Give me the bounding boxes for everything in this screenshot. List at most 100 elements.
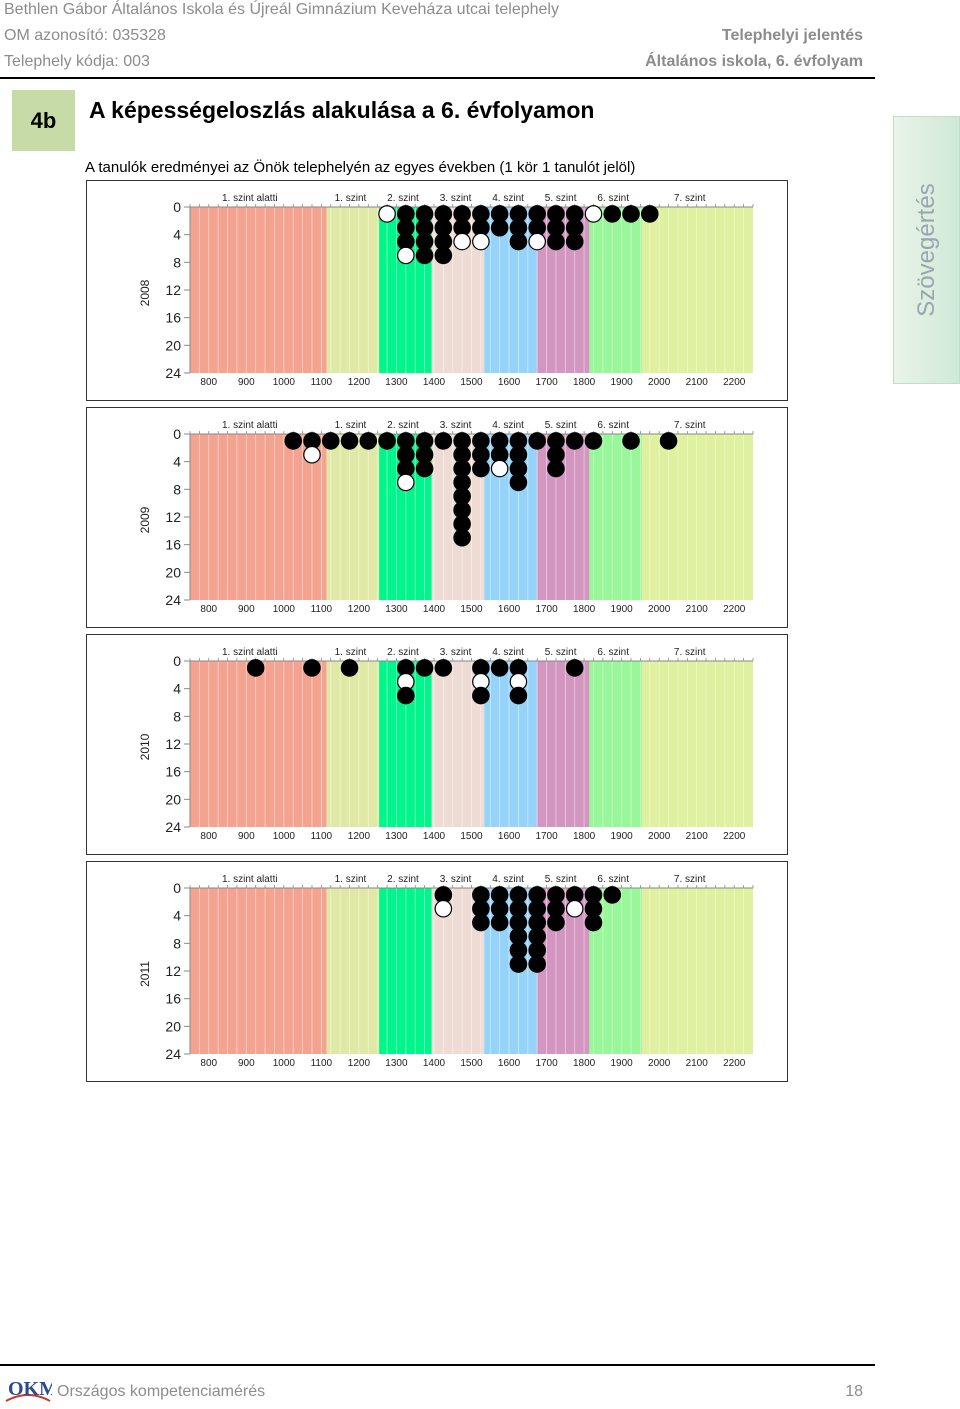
student-dot <box>397 473 415 492</box>
student-dot <box>603 205 622 223</box>
level-band <box>589 207 642 373</box>
level-label: 1. szint alatti <box>222 193 278 204</box>
student-dot <box>397 686 415 705</box>
student-dot <box>565 899 584 918</box>
student-dot <box>640 205 659 223</box>
y-tick-label: 8 <box>173 935 181 951</box>
level-band <box>536 207 590 373</box>
level-band <box>190 661 327 827</box>
x-tick-label: 1000 <box>273 831 296 842</box>
x-tick-label: 2000 <box>648 1058 671 1069</box>
student-dot <box>565 659 584 677</box>
y-tick-label: 0 <box>173 426 181 442</box>
year-label: 2008 <box>138 279 152 306</box>
level-band <box>641 661 753 827</box>
y-tick-label: 20 <box>165 1018 181 1034</box>
level-band <box>536 888 590 1054</box>
y-tick-label: 24 <box>165 592 181 608</box>
y-tick-label: 16 <box>165 991 181 1007</box>
x-tick-label: 1900 <box>611 831 634 842</box>
x-tick-label: 1300 <box>385 831 408 842</box>
x-tick-label: 1800 <box>573 604 596 615</box>
student-dot <box>378 205 396 223</box>
student-dot <box>509 686 528 705</box>
level-label: 1. szint alatti <box>222 647 278 658</box>
level-label: 2. szint <box>387 874 419 885</box>
year-label: 2011 <box>138 961 152 987</box>
x-tick-label: 2100 <box>686 1058 709 1069</box>
y-tick-label: 20 <box>165 564 181 580</box>
level-band <box>641 207 753 373</box>
x-tick-label: 1200 <box>348 604 371 615</box>
y-tick-label: 12 <box>165 509 181 525</box>
section-subtitle: A tanulók eredményei az Önök telephelyén… <box>85 159 636 176</box>
level-label: 6. szint <box>597 420 629 431</box>
student-dot <box>472 232 490 251</box>
x-tick-label: 2100 <box>686 831 709 842</box>
level-label: 4. szint <box>492 874 524 885</box>
level-band <box>536 434 590 600</box>
level-label: 4. szint <box>492 193 524 204</box>
x-tick-label: 1500 <box>460 604 483 615</box>
x-tick-label: 1000 <box>273 377 296 388</box>
y-tick-label: 16 <box>165 537 181 553</box>
level-label: 5. szint <box>545 647 577 658</box>
y-tick-label: 12 <box>165 736 181 752</box>
level-band <box>641 888 753 1054</box>
level-band <box>190 434 327 600</box>
x-tick-label: 1200 <box>348 1058 371 1069</box>
student-dot <box>453 528 471 547</box>
student-dot <box>340 432 359 450</box>
level-band <box>641 434 753 600</box>
side-tab-szovegertes[interactable]: Szövegértés <box>893 116 960 384</box>
level-label: 2. szint <box>387 193 419 204</box>
student-dot <box>622 205 640 223</box>
y-tick-label: 16 <box>165 764 181 780</box>
x-tick-label: 1200 <box>348 377 371 388</box>
y-tick-label: 24 <box>165 1046 181 1062</box>
x-tick-label: 900 <box>238 1058 255 1069</box>
student-dot <box>490 218 509 237</box>
level-label: 2. szint <box>387 420 419 431</box>
y-tick-label: 16 <box>165 310 181 326</box>
student-dot <box>434 899 453 918</box>
y-tick-label: 8 <box>173 481 181 497</box>
y-tick-label: 4 <box>173 908 181 924</box>
side-tab-label: Szövegértés <box>912 183 940 317</box>
header-divider <box>0 77 875 79</box>
page-number: 18 <box>845 1383 863 1400</box>
x-tick-label: 2100 <box>686 377 709 388</box>
y-tick-label: 12 <box>165 282 181 298</box>
x-tick-label: 900 <box>238 831 255 842</box>
x-tick-label: 1600 <box>498 831 521 842</box>
level-label: 3. szint <box>440 193 472 204</box>
student-dot <box>584 432 603 450</box>
level-band <box>326 661 380 827</box>
x-tick-label: 1700 <box>535 377 558 388</box>
school-name: Bethlen Gábor Általános Iskola és Újreál… <box>4 1 559 18</box>
level-label: 1. szint alatti <box>222 874 278 885</box>
student-dot <box>434 659 453 677</box>
x-tick-label: 1300 <box>385 1058 408 1069</box>
student-dot <box>584 913 603 932</box>
student-dot <box>415 459 434 478</box>
student-dot <box>528 955 546 973</box>
x-tick-label: 800 <box>200 377 217 388</box>
level-label: 5. szint <box>545 420 577 431</box>
level-band <box>484 661 537 827</box>
student-dot <box>584 205 603 223</box>
level-label: 7. szint <box>674 647 706 658</box>
level-label: 7. szint <box>674 193 706 204</box>
student-dot <box>509 232 528 251</box>
grade-label: Általános iskola, 6. évfolyam <box>645 53 863 70</box>
student-dot <box>547 913 565 932</box>
level-label: 1. szint alatti <box>222 420 278 431</box>
x-tick-label: 1700 <box>535 831 558 842</box>
x-tick-label: 2200 <box>723 831 746 842</box>
x-tick-label: 2200 <box>723 1058 746 1069</box>
level-label: 6. szint <box>597 874 629 885</box>
level-band <box>326 207 380 373</box>
year-label: 2009 <box>138 506 152 533</box>
x-tick-label: 800 <box>200 831 217 842</box>
y-tick-label: 0 <box>173 199 181 215</box>
